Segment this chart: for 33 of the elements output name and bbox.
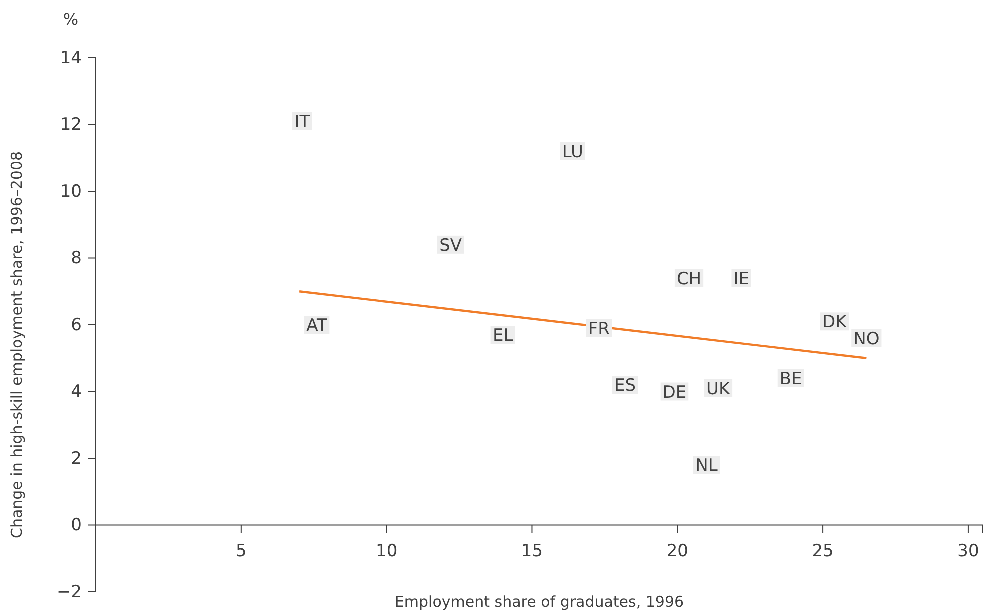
text: % (63, 10, 79, 29)
y-tick-label: 4 (71, 382, 82, 402)
y-tick-label: 10 (60, 182, 82, 202)
y-tick-label: 14 (60, 48, 82, 68)
y-tick-label: 12 (60, 115, 82, 136)
data-label: DE (662, 382, 687, 403)
y-axis-title: Change in high-skill employment share, 1996–2008 (8, 151, 26, 539)
x-tick-label: 15 (521, 542, 544, 562)
data-label: EL (493, 326, 514, 346)
data-label: CH (676, 269, 702, 290)
x-tick-label: 30 (958, 542, 980, 562)
x-axis-title: Employment share of graduates, 1996 (394, 593, 684, 611)
data-label: SV (440, 236, 462, 256)
data-label: DK (822, 312, 848, 333)
data-label: NO (854, 329, 880, 350)
data-label: UK (706, 379, 731, 400)
data-label: ES (614, 376, 636, 396)
x-tick-label: 5 (236, 542, 247, 562)
data-label: IT (294, 112, 311, 132)
y-tick-label: 0 (71, 516, 82, 536)
data-label: NL (696, 456, 718, 476)
data-label: BE (780, 369, 802, 390)
data-label: AT (306, 316, 328, 336)
y-tick-label: 8 (71, 248, 82, 269)
data-label: FR (588, 319, 610, 340)
data-label: LU (562, 142, 584, 162)
data-label: IE (734, 269, 750, 290)
y-tick-label: 2 (71, 448, 82, 469)
y-tick-label: −2 (56, 582, 82, 602)
x-tick-label: 20 (666, 542, 688, 562)
y-tick-label: 6 (71, 315, 82, 336)
x-tick-label: 25 (812, 542, 834, 562)
x-tick-label: 10 (376, 542, 398, 562)
